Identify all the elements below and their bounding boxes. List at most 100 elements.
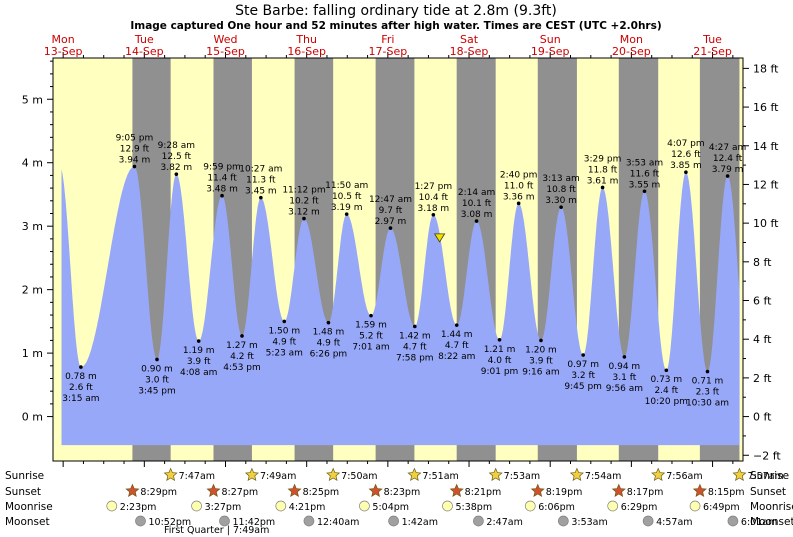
sunset-row-label-left: Sunset <box>5 486 41 498</box>
extreme-point <box>642 189 647 194</box>
sunset-time: 8:21pm <box>465 487 502 498</box>
y-tick-label-left: 1 m <box>22 347 43 360</box>
extreme-point <box>196 339 201 343</box>
sunset-time: 8:15pm <box>708 487 745 498</box>
high-tide-time: 4:07 pm <box>667 139 705 149</box>
low-tide-feet: 4.0 ft <box>488 356 512 366</box>
day-band <box>739 58 743 461</box>
day-name-label: Tue <box>702 33 722 46</box>
high-tide-feet: 10.8 ft <box>546 185 576 195</box>
day-name-label: Mon <box>620 33 643 46</box>
high-tide-feet: 11.4 ft <box>207 174 237 184</box>
sunrise-star-icon <box>651 467 666 482</box>
sunrise-time: 7:56am <box>666 471 702 482</box>
moonrise-moon-icon <box>106 500 118 512</box>
moonset-time: 10:52pm <box>149 517 192 528</box>
low-tide-feet: 3.9 ft <box>187 357 211 367</box>
high-tide-time: 3:13 am <box>542 174 579 184</box>
low-tide-time: 8:22 am <box>438 352 475 362</box>
low-tide-time: 4:08 am <box>180 368 217 378</box>
high-tide-feet: 10.2 ft <box>289 197 319 207</box>
low-tide-time: 9:56 am <box>606 384 643 394</box>
high-tide-time: 2:40 pm <box>500 170 538 180</box>
moon-phase-note: First Quarter | 7:49am <box>164 525 269 536</box>
moonrise-moon-icon <box>359 500 370 512</box>
moonrise-moon-icon <box>607 500 619 512</box>
moonset-time: 2:47am <box>486 517 522 528</box>
low-tide-time: 10:30 am <box>686 399 729 409</box>
low-tide-metres: 1.20 m <box>525 345 557 355</box>
high-tide-time: 4:27 am <box>709 143 746 153</box>
low-tide-time: 10:20 pm <box>645 397 688 407</box>
y-tick-label-right: 0 ft <box>753 411 772 424</box>
day-date-label: 16-Sep <box>287 45 326 58</box>
low-tide-time: 9:45 pm <box>564 382 602 392</box>
y-tick-label-left: 2 m <box>22 284 43 297</box>
extreme-point <box>79 365 83 369</box>
extreme-point <box>388 226 393 230</box>
moonset-moon-icon <box>219 515 230 527</box>
moonset-moon-icon <box>303 515 315 527</box>
y-tick-label-left: 3 m <box>22 220 43 233</box>
sunrise-star-icon <box>488 467 503 482</box>
low-tide-time: 5:23 am <box>266 348 303 358</box>
low-tide-metres: 0.94 m <box>609 362 641 372</box>
extreme-point <box>431 212 436 217</box>
sunset-time: 8:23pm <box>384 487 421 498</box>
moonset-moon-icon <box>557 515 569 527</box>
tide-area-fill <box>61 166 740 446</box>
low-tide-feet: 2.6 ft <box>69 383 93 393</box>
sunset-star-icon <box>125 483 140 498</box>
moonrise-time: 4:21pm <box>289 502 326 513</box>
low-tide-feet: 4.7 ft <box>403 342 427 352</box>
sunrise-star-icon <box>244 467 259 482</box>
low-tide-feet: 3.0 ft <box>145 375 169 385</box>
moonrise-time: 6:29pm <box>621 502 658 513</box>
extreme-point <box>516 201 521 206</box>
high-tide-feet: 10.1 ft <box>462 199 492 209</box>
moonset-time: 4:57am <box>656 517 692 528</box>
extreme-point <box>600 185 605 190</box>
sunset-time: 8:25pm <box>303 487 340 498</box>
sunrise-time: 7:54am <box>585 471 621 482</box>
moonset-time: 12:40am <box>317 517 359 528</box>
high-tide-metres: 3.94 m <box>119 156 151 166</box>
extreme-point <box>581 353 585 357</box>
moonrise-moon-icon <box>524 500 536 512</box>
moonset-time: 6:01am <box>741 517 777 528</box>
low-tide-metres: 1.48 m <box>313 328 345 338</box>
sunset-time: 8:29pm <box>140 487 177 498</box>
sunset-time: 8:19pm <box>546 487 583 498</box>
sunset-row-label-right: Sunset <box>750 486 786 498</box>
sunset-star-icon <box>530 483 545 498</box>
high-tide-feet: 10.5 ft <box>332 192 362 202</box>
sunrise-star-icon <box>732 467 747 482</box>
high-tide-time: 3:53 am <box>626 158 663 168</box>
extreme-point <box>725 174 730 178</box>
high-tide-feet: 10.4 ft <box>419 193 449 203</box>
low-tide-feet: 5.2 ft <box>359 332 383 342</box>
moonset-time: 11:42pm <box>232 517 275 528</box>
high-tide-metres: 3.79 m <box>712 165 744 175</box>
low-tide-time: 6:26 pm <box>310 350 348 360</box>
high-tide-feet: 11.3 ft <box>246 176 276 186</box>
extreme-point <box>705 369 710 374</box>
y-tick-label-right: 18 ft <box>753 62 779 75</box>
high-tide-time: 9:59 pm <box>203 163 241 173</box>
high-tide-time: 11:50 am <box>325 181 368 191</box>
sunrise-row-label-right: Sunrise <box>750 470 789 482</box>
y-tick-label-right: 12 ft <box>753 178 779 191</box>
sunset-star-icon <box>368 483 383 498</box>
moonset-row-label-left: Moonset <box>5 516 50 528</box>
extreme-point <box>326 320 331 325</box>
sunset-star-icon <box>692 483 707 498</box>
extreme-point <box>220 193 224 198</box>
high-tide-metres: 3.18 m <box>418 204 450 214</box>
low-tide-time: 7:58 pm <box>396 353 434 363</box>
extreme-point <box>559 205 563 209</box>
low-tide-metres: 0.78 m <box>65 372 97 382</box>
sunrise-star-icon <box>163 467 178 482</box>
y-tick-label-left: 0 m <box>22 411 43 424</box>
extreme-point <box>684 170 688 175</box>
